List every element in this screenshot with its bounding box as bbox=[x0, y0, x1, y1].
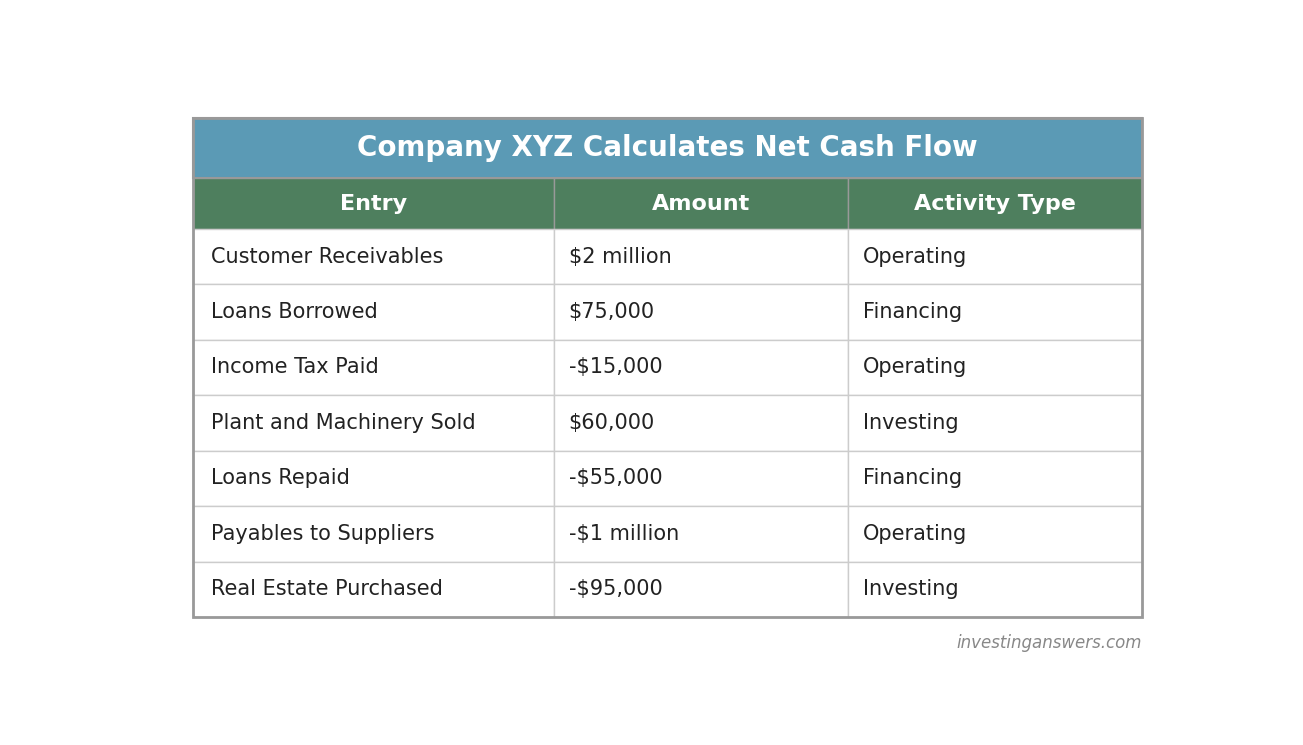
Bar bbox=[193, 451, 554, 506]
Text: $2 million: $2 million bbox=[568, 247, 671, 267]
Text: -$15,000: -$15,000 bbox=[568, 358, 662, 378]
Text: Investing: Investing bbox=[863, 580, 959, 600]
Text: Operating: Operating bbox=[863, 524, 967, 544]
Text: Loans Borrowed: Loans Borrowed bbox=[211, 302, 378, 322]
Text: Activity Type: Activity Type bbox=[915, 194, 1076, 214]
Bar bbox=[848, 562, 1143, 617]
Bar bbox=[554, 340, 848, 396]
Text: Operating: Operating bbox=[863, 358, 967, 378]
Text: -$95,000: -$95,000 bbox=[568, 580, 662, 600]
Bar bbox=[554, 396, 848, 451]
Text: Investing: Investing bbox=[863, 413, 959, 433]
Bar bbox=[193, 118, 1143, 178]
Text: -$55,000: -$55,000 bbox=[568, 469, 662, 489]
Text: Payables to Suppliers: Payables to Suppliers bbox=[211, 524, 435, 544]
Bar bbox=[554, 229, 848, 285]
Bar bbox=[848, 451, 1143, 506]
Text: -$1 million: -$1 million bbox=[568, 524, 679, 544]
Bar bbox=[193, 178, 554, 229]
Bar bbox=[554, 285, 848, 340]
Text: Customer Receivables: Customer Receivables bbox=[211, 247, 443, 267]
Text: $60,000: $60,000 bbox=[568, 413, 655, 433]
Text: Operating: Operating bbox=[863, 247, 967, 267]
Text: Company XYZ Calculates Net Cash Flow: Company XYZ Calculates Net Cash Flow bbox=[357, 134, 979, 162]
Text: Income Tax Paid: Income Tax Paid bbox=[211, 358, 379, 378]
Bar bbox=[193, 506, 554, 562]
Text: Loans Repaid: Loans Repaid bbox=[211, 469, 351, 489]
Bar bbox=[193, 340, 554, 396]
Bar bbox=[848, 229, 1143, 285]
Bar bbox=[554, 506, 848, 562]
Bar bbox=[554, 451, 848, 506]
Text: Amount: Amount bbox=[652, 194, 751, 214]
Bar bbox=[193, 285, 554, 340]
Bar bbox=[848, 506, 1143, 562]
Bar bbox=[848, 340, 1143, 396]
Bar bbox=[848, 285, 1143, 340]
Text: Entry: Entry bbox=[340, 194, 407, 214]
Bar bbox=[193, 118, 1143, 617]
Bar bbox=[848, 178, 1143, 229]
Bar bbox=[193, 229, 554, 285]
Text: Real Estate Purchased: Real Estate Purchased bbox=[211, 580, 443, 600]
Text: Financing: Financing bbox=[863, 302, 962, 322]
Bar bbox=[554, 562, 848, 617]
Bar bbox=[554, 178, 848, 229]
Bar bbox=[848, 396, 1143, 451]
Text: $75,000: $75,000 bbox=[568, 302, 654, 322]
Text: investinganswers.com: investinganswers.com bbox=[956, 633, 1143, 652]
Bar bbox=[193, 562, 554, 617]
Bar bbox=[193, 396, 554, 451]
Text: Financing: Financing bbox=[863, 469, 962, 489]
Text: Plant and Machinery Sold: Plant and Machinery Sold bbox=[211, 413, 476, 433]
